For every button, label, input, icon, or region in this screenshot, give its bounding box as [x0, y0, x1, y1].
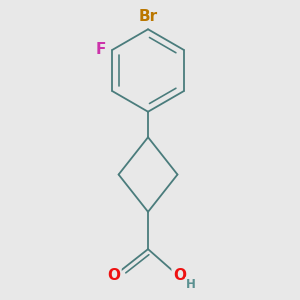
- Text: H: H: [186, 278, 196, 291]
- Text: O: O: [107, 268, 120, 283]
- Text: Br: Br: [139, 9, 158, 24]
- Text: O: O: [173, 268, 186, 283]
- Text: F: F: [95, 42, 106, 57]
